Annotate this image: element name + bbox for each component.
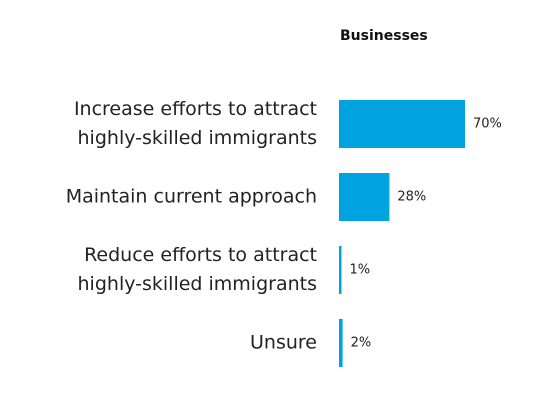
value-label: 2%: [350, 335, 372, 351]
bar: [339, 100, 465, 148]
bar: [339, 246, 342, 294]
chart-title: Businesses: [340, 28, 428, 44]
bar: [339, 319, 343, 367]
category-label: Reduce efforts to attract highly-skilled…: [77, 244, 317, 295]
value-label: 1%: [349, 262, 371, 278]
category-label: Increase efforts to attract highly-skill…: [73, 98, 317, 149]
bar: [339, 173, 390, 221]
value-label: 70%: [473, 116, 502, 132]
category-label: Maintain current approach: [65, 185, 317, 208]
category-label: Unsure: [250, 331, 317, 354]
value-label: 28%: [397, 189, 427, 205]
